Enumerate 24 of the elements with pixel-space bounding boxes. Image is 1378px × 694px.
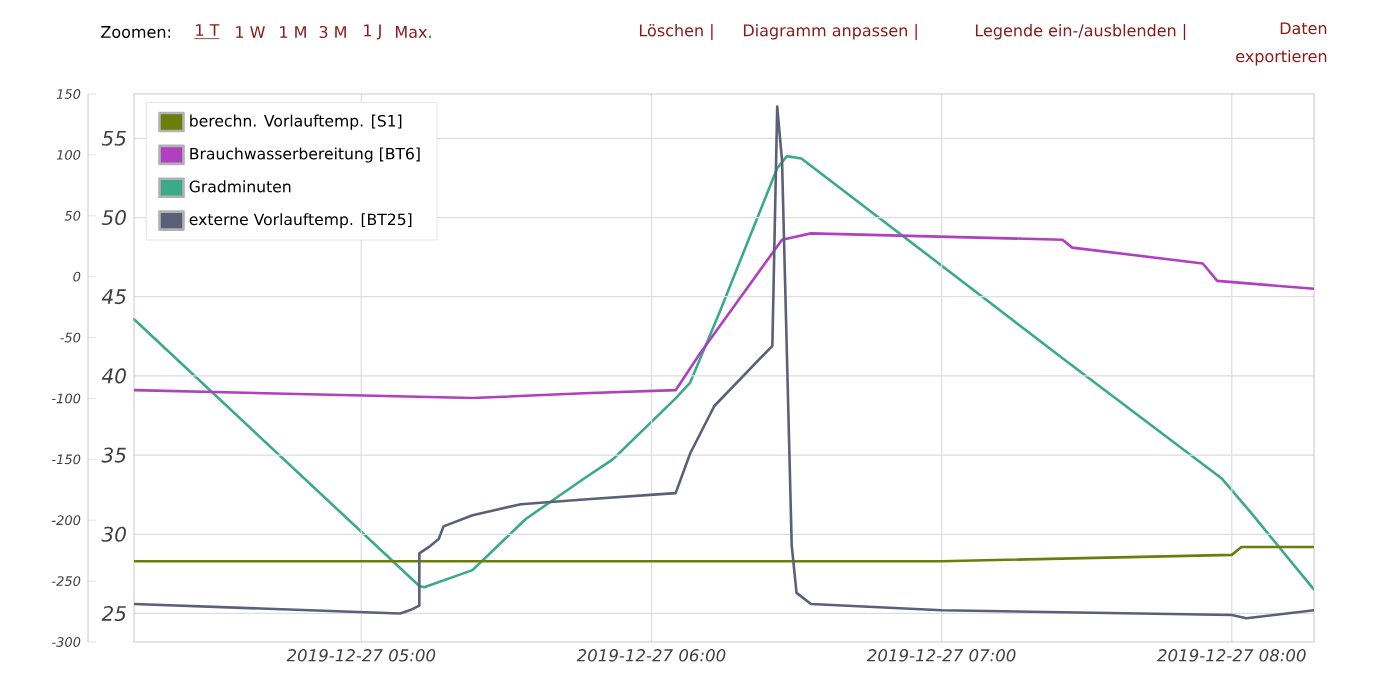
text: Löschen | — [639, 23, 713, 40]
y-tick-label: 50 — [101, 209, 126, 226]
y-tick-label: 30 — [101, 526, 126, 542]
text: 1 J — [364, 24, 381, 40]
text: 1 M — [280, 26, 306, 38]
text: 1 T — [196, 24, 220, 36]
text: Max. — [395, 26, 431, 38]
x-tick-label: 2019-12-27 06:00 — [576, 649, 726, 662]
x-tick-label: 2019-12-27 08:00 — [1157, 649, 1306, 662]
text: Diagramm anpassen | — [743, 23, 917, 40]
x-tick-label: 2019-12-27 07:00 — [866, 649, 1016, 662]
y-tick-label: 35 — [101, 447, 126, 463]
line-series — [134, 105, 1314, 620]
text: 1 W — [236, 26, 265, 38]
text: Legende ein-/ausblenden | — [975, 23, 1186, 40]
y-tick-label: 25 — [101, 605, 126, 622]
text: 3 M — [319, 25, 346, 39]
y-tick-label: 55 — [101, 130, 126, 146]
text: Daten exportieren — [1236, 22, 1327, 66]
text: Zoomen: — [101, 26, 171, 38]
line-series — [134, 232, 1314, 400]
y-tick-label: 40 — [101, 368, 126, 384]
y-tick-label: 45 — [101, 289, 126, 305]
x-tick-label: 2019-12-27 05:00 — [286, 649, 436, 662]
